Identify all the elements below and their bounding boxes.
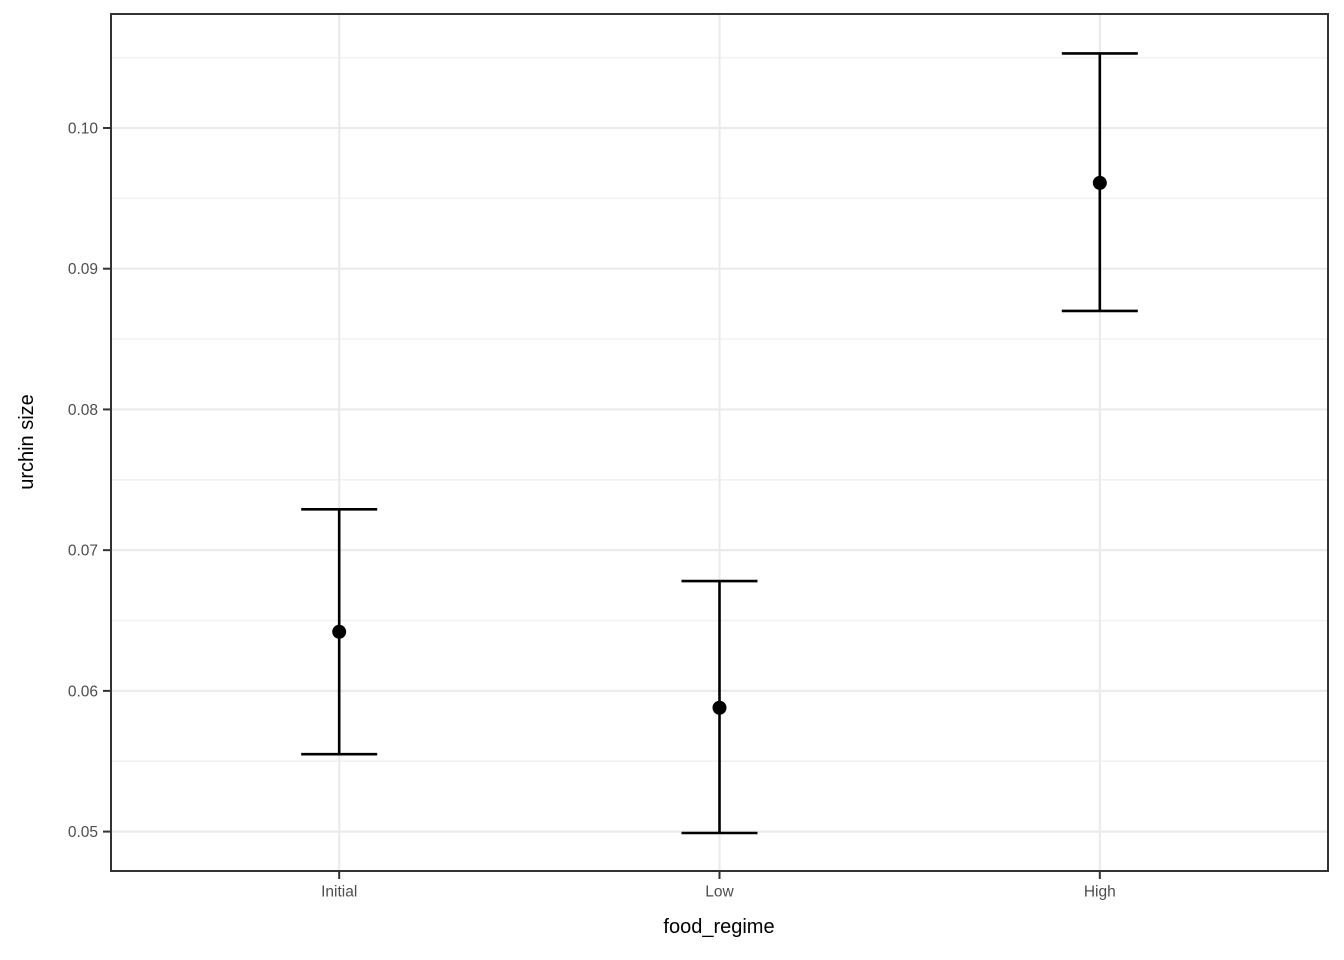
y-tick-label: 0.09: [68, 261, 98, 278]
y-axis-title: urchin size: [16, 394, 38, 490]
point-high: [1092, 175, 1107, 190]
y-tick-label: 0.05: [68, 824, 98, 841]
point-low: [712, 700, 727, 715]
x-tick-label-initial: Initial: [321, 883, 357, 900]
x-tick-label-low: Low: [705, 883, 734, 900]
x-axis-title: food_regime: [663, 916, 775, 938]
x-tick-label-high: High: [1084, 883, 1116, 900]
y-tick-label: 0.06: [68, 683, 98, 700]
y-tick-label: 0.08: [68, 402, 98, 419]
point-initial: [332, 624, 347, 639]
y-tick-label: 0.10: [68, 120, 99, 137]
y-tick-label: 0.07: [68, 543, 98, 560]
